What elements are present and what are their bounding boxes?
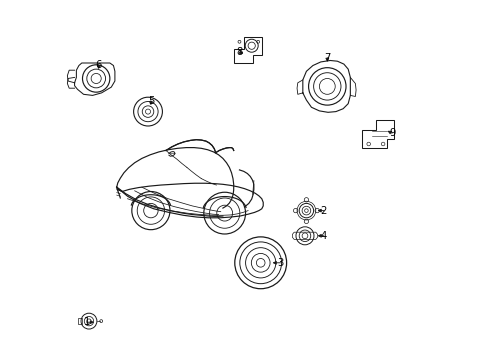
Text: 4: 4	[320, 231, 326, 241]
Text: 1: 1	[83, 317, 90, 327]
Text: 9: 9	[388, 128, 394, 138]
Text: 3: 3	[277, 258, 283, 268]
Text: 2: 2	[320, 206, 326, 216]
Text: 8: 8	[236, 47, 242, 57]
Text: 7: 7	[324, 53, 330, 63]
Text: 5: 5	[147, 96, 154, 106]
Text: 6: 6	[95, 60, 102, 70]
